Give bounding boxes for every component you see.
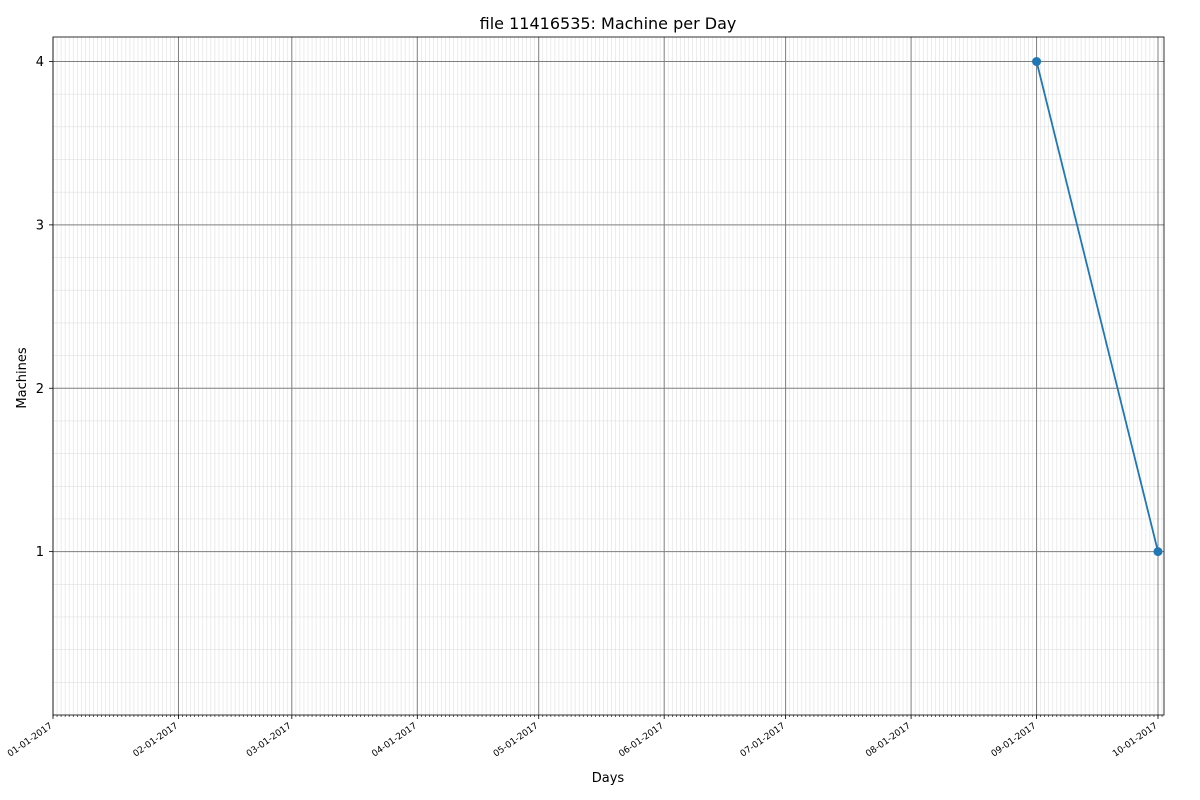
x-tick-label: 02-01-2017: [132, 721, 181, 759]
x-tick-label: 07-01-2017: [739, 721, 788, 759]
x-tick-label: 10-01-2017: [1111, 721, 1160, 759]
data-series: [1032, 57, 1163, 557]
x-tick-label: 03-01-2017: [245, 721, 294, 759]
x-tick-label: 08-01-2017: [864, 721, 913, 759]
y-tick-label: 4: [36, 55, 44, 70]
data-point: [1153, 547, 1163, 557]
data-point: [1032, 57, 1042, 67]
y-tick-label: 3: [36, 218, 44, 233]
minor-grid: [52, 37, 1164, 715]
series-line: [1035, 61, 1159, 552]
major-grid: [52, 37, 1164, 715]
plot-area-frame: [52, 36, 1165, 716]
x-tick-label: 01-01-2017: [6, 721, 55, 759]
x-tick-label: 09-01-2017: [990, 721, 1039, 759]
y-tick-label: 2: [36, 382, 44, 397]
y-axis-ticks: 1 2 3 4: [36, 55, 53, 560]
y-axis-label: Machines: [15, 347, 30, 408]
x-tick-label: 06-01-2017: [617, 721, 666, 759]
x-axis-label: Days: [592, 771, 625, 786]
x-axis-ticks: 01-01-2017 02-01-2017 03-01-2017 04-01-2017…: [6, 715, 1163, 759]
x-tick-label: 05-01-2017: [492, 721, 541, 759]
y-tick-label: 1: [36, 545, 44, 560]
chart-title: file 11416535: Machine per Day: [480, 14, 737, 33]
x-tick-label: 04-01-2017: [370, 721, 419, 759]
